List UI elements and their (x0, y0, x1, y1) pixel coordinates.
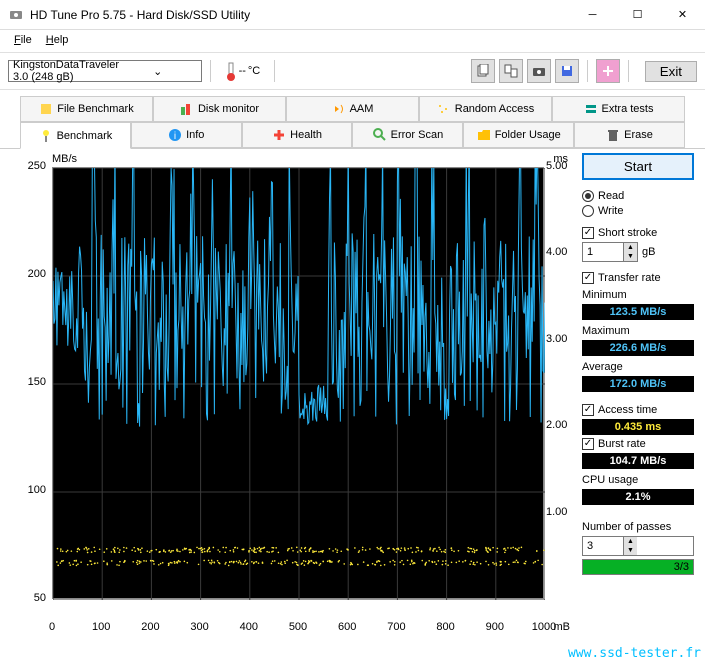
access-time-value: 0.435 ms (582, 419, 694, 435)
tab-disk-monitor[interactable]: Disk monitor (153, 96, 286, 122)
cpu-usage-label: CPU usage (582, 474, 694, 486)
tab-benchmark[interactable]: Benchmark (20, 122, 131, 149)
access-time-checkbox[interactable]: ✓Access time (582, 404, 694, 416)
extra-tests-icon (584, 102, 598, 116)
side-panel: Start Read Write ✓Short stroke ▲▼ gB ✓Tr… (582, 153, 694, 633)
read-radio[interactable]: Read (582, 190, 694, 202)
exit-button[interactable]: Exit (645, 61, 697, 82)
passes-spinner[interactable]: ▲▼ (582, 536, 694, 556)
tabs-row-2: Benchmark iInfo Health Error Scan Folder… (0, 122, 705, 149)
benchmark-icon (39, 129, 53, 143)
temp-value: -- (239, 65, 246, 77)
disk-monitor-icon (180, 102, 194, 116)
temperature: -- °C (225, 61, 261, 81)
minimum-label: Minimum (582, 289, 694, 301)
menu-help[interactable]: Help (40, 32, 75, 48)
app-icon (8, 7, 24, 23)
tab-health[interactable]: Health (242, 122, 353, 148)
folder-usage-icon (477, 128, 491, 142)
average-label: Average (582, 361, 694, 373)
toolbar: KingstonDataTraveler 3.0 (248 gB) ⌄ -- °… (0, 55, 705, 87)
tab-aam[interactable]: AAM (286, 96, 419, 122)
maximum-value: 226.6 MB/s (582, 340, 694, 356)
cpu-usage-value: 2.1% (582, 489, 694, 505)
tab-info[interactable]: iInfo (131, 122, 242, 148)
screenshot-button[interactable] (527, 59, 551, 83)
short-stroke-checkbox[interactable]: ✓Short stroke (582, 227, 694, 239)
tab-file-benchmark[interactable]: File Benchmark (20, 96, 153, 122)
minimize-button[interactable]: ─ (570, 0, 615, 29)
passes-label: Number of passes (582, 521, 694, 533)
burst-rate-value: 104.7 MB/s (582, 453, 694, 469)
tab-extra-tests[interactable]: Extra tests (552, 96, 685, 122)
write-radio[interactable]: Write (582, 205, 694, 217)
error-scan-icon (373, 128, 387, 142)
tab-erase[interactable]: Erase (574, 122, 685, 148)
chevron-down-icon: ⌄ (119, 65, 197, 78)
svg-text:i: i (174, 131, 176, 142)
minimum-value: 123.5 MB/s (582, 304, 694, 320)
maximize-button[interactable]: ☐ (615, 0, 660, 29)
menu-file[interactable]: File (8, 32, 38, 48)
short-stroke-spinner[interactable]: ▲▼ (582, 242, 638, 262)
watermark: www.ssd-tester.fr (568, 646, 701, 661)
average-value: 172.0 MB/s (582, 376, 694, 392)
tab-folder-usage[interactable]: Folder Usage (463, 122, 574, 148)
copy-all-button[interactable] (499, 59, 523, 83)
aam-icon (332, 102, 346, 116)
y-axis-label: MB/s (52, 153, 77, 165)
titlebar: HD Tune Pro 5.75 - Hard Disk/SSD Utility… (0, 0, 705, 30)
random-access-icon (437, 102, 451, 116)
file-benchmark-icon (39, 102, 53, 116)
save-button[interactable] (555, 59, 579, 83)
transfer-rate-checkbox[interactable]: ✓Transfer rate (582, 272, 694, 284)
window-title: HD Tune Pro 5.75 - Hard Disk/SSD Utility (30, 8, 570, 22)
burst-rate-checkbox[interactable]: ✓Burst rate (582, 438, 694, 450)
progress-bar: 3/3 (582, 559, 694, 575)
menubar: File Help (0, 30, 705, 50)
info-icon: i (168, 128, 182, 142)
start-button[interactable]: Start (582, 153, 694, 180)
benchmark-chart: MB/s ms mB 501001502002501.002.003.004.0… (8, 153, 576, 633)
tab-random-access[interactable]: Random Access (419, 96, 552, 122)
options-button[interactable] (596, 59, 620, 83)
health-icon (272, 128, 286, 142)
device-select[interactable]: KingstonDataTraveler 3.0 (248 gB) ⌄ (8, 60, 202, 82)
tab-error-scan[interactable]: Error Scan (352, 122, 463, 148)
thermometer-icon (225, 61, 237, 81)
temp-unit: °C (248, 65, 260, 77)
tabs-row-1: File Benchmark Disk monitor AAM Random A… (0, 92, 705, 122)
device-select-value: KingstonDataTraveler 3.0 (248 gB) (13, 59, 119, 83)
close-button[interactable]: ✕ (660, 0, 705, 29)
erase-icon (606, 128, 620, 142)
copy-button[interactable] (471, 59, 495, 83)
maximum-label: Maximum (582, 325, 694, 337)
progress-text: 3/3 (674, 561, 689, 573)
